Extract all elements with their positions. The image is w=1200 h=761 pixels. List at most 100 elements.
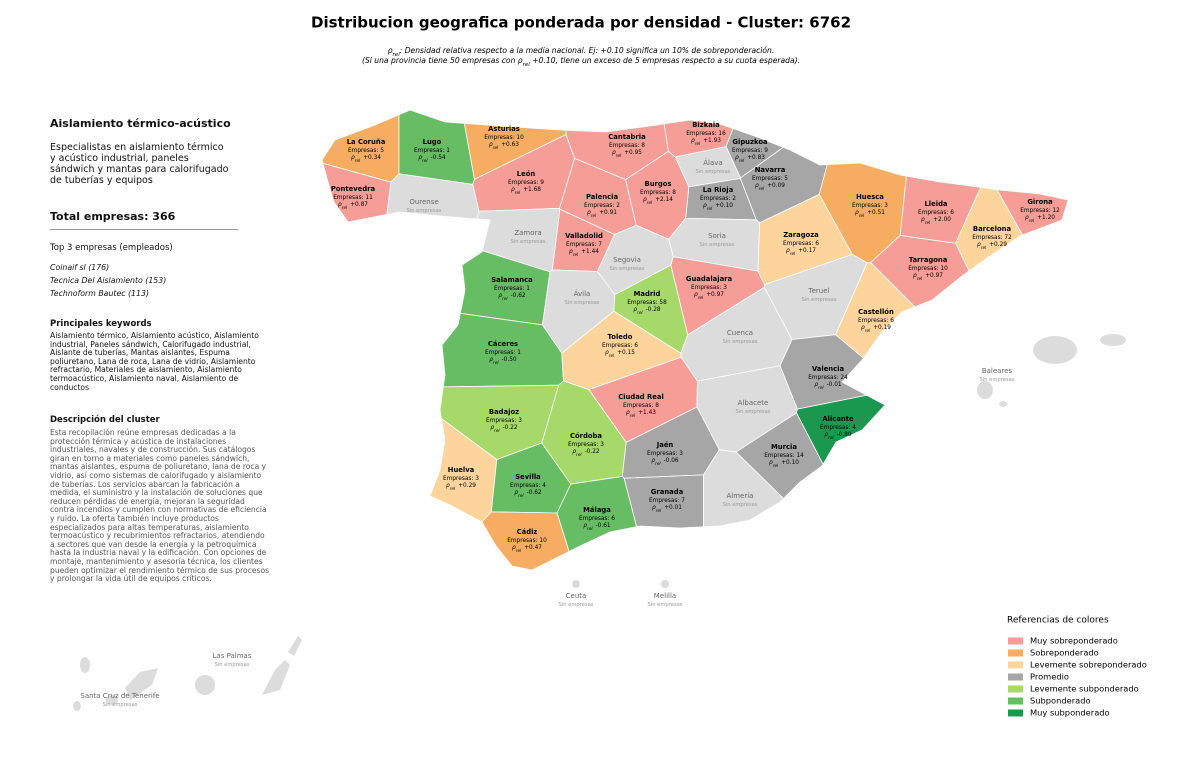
description-heading: Descripción del cluster [50, 415, 160, 425]
rho-value: +0.17 [798, 248, 816, 254]
legend-swatch [1008, 673, 1023, 681]
legend-label: Promedio [1030, 672, 1069, 682]
rho-value: +2.14 [655, 197, 673, 203]
province-name: Cádiz [517, 528, 538, 536]
province-name: Salamanca [491, 276, 533, 284]
rho-symbol: ρ [633, 307, 637, 313]
province-name: Sevilla [515, 473, 541, 481]
rho-symbol: ρ [694, 292, 698, 298]
rho-symbol: ρ [511, 187, 515, 193]
rho-label: ρrel +0.51 [855, 210, 885, 218]
rho-label: ρrel +2.00 [921, 217, 951, 225]
companies-label: Empresas: 72 [972, 235, 1012, 241]
rho-symbol: ρ [512, 545, 516, 551]
province-name: La Coruña [347, 138, 386, 146]
rho-label: ρrel +0.97 [694, 292, 724, 300]
companies-label: Empresas: 6 [783, 241, 819, 247]
province-name: León [517, 170, 536, 178]
sidebar-summary: Especialistas en aislamiento térmico y a… [50, 142, 229, 186]
island [1033, 336, 1077, 364]
rho-sub: rel [865, 328, 871, 333]
province-name: Lleida [924, 200, 947, 208]
province [481, 511, 570, 571]
rho-sub: rel [925, 220, 931, 225]
no-data-label: Sin empresas [647, 602, 682, 608]
rho-label: ρrel +0.63 [489, 142, 519, 150]
rho-label: ρrel -0.06 [651, 458, 678, 466]
island [262, 660, 290, 695]
legend-label: Muy sobreponderado [1030, 636, 1118, 646]
rho-label: ρrel +1.43 [626, 410, 656, 418]
rho-sub: rel [591, 213, 597, 218]
province-name: Huelva [448, 466, 475, 474]
rho-value: +0.15 [617, 350, 635, 356]
rho-value: +0.34 [363, 155, 381, 161]
divider [50, 229, 238, 230]
rho-label: ρrel -0.54 [418, 155, 445, 163]
rho-value: -0.61 [596, 523, 611, 529]
rho-symbol: ρ [338, 202, 342, 208]
province-name: Valencia [812, 365, 845, 373]
companies-label: Empresas: 7 [649, 498, 685, 504]
top-item: Technoform Bautec (113) [50, 289, 149, 298]
companies-label: Empresas: 10 [507, 538, 547, 544]
province-name: Burgos [645, 180, 672, 188]
province-name: Baleares [982, 367, 1013, 375]
rho-value: +0.09 [767, 183, 785, 189]
rho-symbol: ρ [446, 483, 450, 489]
island [572, 580, 580, 588]
legend-swatch [1008, 685, 1023, 693]
rho-symbol: ρ [605, 350, 609, 356]
province [703, 449, 785, 528]
island [125, 668, 158, 700]
companies-label: Empresas: 1 [414, 148, 450, 154]
province-name: Jaén [656, 441, 674, 449]
legend: Referencias de colores Muy sobreponderado… [1007, 616, 1147, 718]
companies-label: Empresas: 6 [602, 343, 638, 349]
rho-value: -0.22 [503, 425, 518, 431]
rho-sub: rel [573, 252, 579, 257]
total: Total empresas: 366 [50, 210, 176, 223]
rho-label: ρrel +1.93 [691, 138, 721, 146]
companies-label: Empresas: 5 [348, 148, 384, 154]
rho-sub: rel [516, 548, 522, 553]
no-data-label: Sin empresas [558, 602, 593, 608]
province-name: Cuenca [727, 329, 753, 337]
keywords: Aislamiento térmico, Aislamiento acústic… [50, 331, 259, 392]
companies-label: Empresas: 8 [609, 143, 645, 149]
rho-sub: rel [342, 205, 348, 210]
legend-label: Sobreponderado [1030, 648, 1099, 658]
legend-swatch [1008, 661, 1023, 669]
rho-label: ρrel -0.62 [514, 490, 541, 498]
province-name: Almería [727, 492, 754, 500]
rho-symbol: ρ [569, 249, 573, 255]
note-segment: +0.10, tiene un exceso de 5 empresas res… [530, 56, 800, 65]
rho-label: ρrel +0.15 [605, 350, 635, 358]
province-name: Badajoz [489, 408, 519, 416]
companies-label: Empresas: 4 [510, 483, 546, 489]
province-name: Zamora [514, 229, 541, 237]
companies-label: Empresas: 4 [820, 425, 856, 431]
province-name: Barcelona [973, 225, 1012, 233]
rho-sub: rel [655, 461, 661, 466]
companies-label: Empresas: 3 [443, 476, 479, 482]
companies-label: Empresas: 3 [486, 418, 522, 424]
rho-label: ρrel +0.34 [351, 155, 381, 163]
rho-label: ρrel -0.22 [490, 425, 517, 433]
no-data-label: Sin empresas [510, 239, 545, 245]
companies-label: Empresas: 6 [858, 318, 894, 324]
rho-value: +0.97 [925, 273, 943, 279]
province-name: Lugo [423, 138, 442, 146]
companies-label: Empresas: 1 [494, 286, 530, 292]
companies-label: Empresas: 3 [691, 285, 727, 291]
province-name: Segovia [613, 256, 641, 264]
rho-value: +1.44 [581, 249, 599, 255]
rho-label: ρrel +0.09 [755, 183, 785, 191]
rho-value: +1.43 [638, 410, 656, 416]
rho-label: ρrel +0.91 [587, 210, 617, 218]
rho-sub: rel [355, 158, 361, 163]
rho-symbol: ρ [786, 248, 790, 254]
rho-value: +2.00 [933, 217, 951, 223]
